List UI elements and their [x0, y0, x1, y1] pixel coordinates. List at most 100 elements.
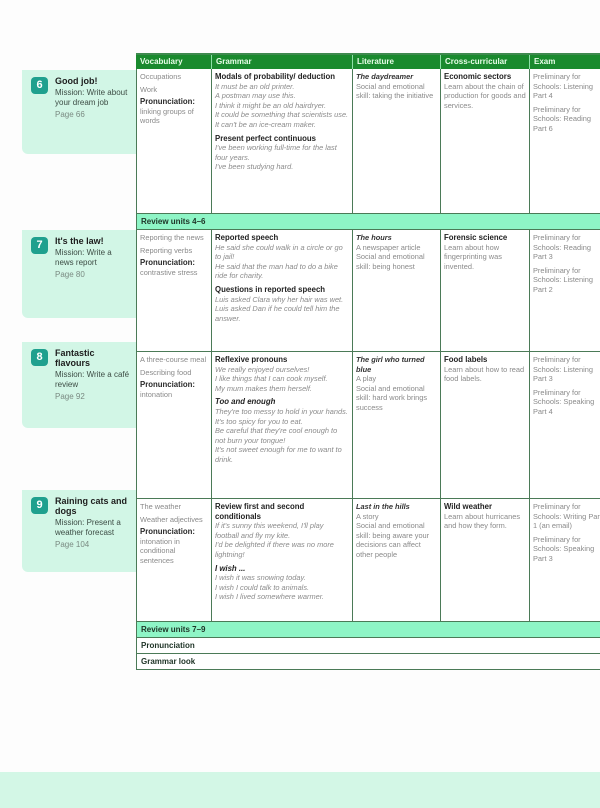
unit-card-6[interactable]: 6 Good job! Mission: Write about your drea…	[22, 70, 136, 154]
grammar-cell: Reported speech He said she could walk in…	[212, 230, 353, 351]
grammar-example: A postman may use this.	[215, 91, 296, 101]
exam-item: Preliminary for Schools: Speaking Part 3	[533, 534, 595, 563]
grammar-example: It's too spicy for you to eat.	[215, 416, 303, 426]
table-row-unit-9: The weather Weather adjectives Pronunciati…	[136, 499, 600, 622]
exam-item: Preliminary for Schools: Reading Part 6	[533, 104, 591, 133]
pronunciation-label: Pronunciation:	[140, 380, 196, 390]
literature-detail: Social and emotional skill: being honest	[356, 252, 425, 271]
literature-detail: Social and emotional skill: taking the i…	[356, 81, 434, 101]
grammar-topic: Reported speech	[215, 233, 279, 242]
grammar-topic: Modals of probability/ deduction	[215, 72, 335, 81]
review-units-4-6[interactable]: Review units 4–6	[136, 214, 600, 230]
pronunciation-section[interactable]: Pronunciation	[136, 638, 600, 654]
unit-mission: Mission: Write a café review	[55, 370, 130, 389]
review-units-7-9[interactable]: Review units 7–9	[136, 622, 600, 638]
unit-card-9[interactable]: 9 Raining cats and dogs Mission: Present a…	[22, 490, 136, 572]
grammar-look-section[interactable]: Grammar look	[136, 654, 600, 670]
grammar-example: Luis asked Clara why her hair was wet.	[215, 294, 344, 304]
unit-number-badge: 8	[31, 349, 48, 366]
grammar-example: It's not sweet enough for me to want to …	[215, 445, 342, 464]
literature-detail: Social and emotional skill: hard work br…	[356, 383, 428, 412]
exam-cell: Preliminary for Schools: Listening Part …	[530, 69, 600, 213]
grammar-topic: Too and enough	[215, 397, 276, 407]
table-header: Vocabulary Grammar Literature Cross-curr…	[136, 55, 600, 69]
table-row-unit-7: Reporting the news Reporting verbs Pronunc…	[136, 230, 600, 352]
grammar-example: It could be something that scientists us…	[215, 110, 349, 120]
vocabulary-item: Occupations	[140, 72, 182, 81]
grammar-cell: Modals of probability/ deduction It must …	[212, 69, 353, 213]
unit-number-badge: 9	[31, 497, 48, 514]
grammar-example: We really enjoyed ourselves!	[215, 364, 310, 374]
unit-mission: Mission: Write about your dream job	[55, 88, 128, 107]
unit-page[interactable]: Page 66	[55, 110, 85, 119]
cross-curricular-title: Forensic science	[444, 233, 508, 242]
cross-curricular-title: Wild weather	[444, 502, 493, 511]
unit-title: It's the law!	[55, 236, 104, 246]
cross-curricular-title: Food labels	[444, 355, 488, 364]
header-cross-curricular: Cross-curricular	[441, 55, 530, 69]
pronunciation-label: Pronunciation:	[140, 97, 196, 107]
exam-item: Preliminary for Schools: Listening Part …	[533, 355, 593, 384]
exam-cell: Preliminary for Schools: Writing Part 1 …	[530, 499, 600, 621]
header-literature: Literature	[353, 55, 441, 69]
literature-detail: A play	[356, 374, 377, 384]
literature-title: The girl who turned blue	[356, 355, 425, 374]
footer-band	[0, 772, 600, 808]
vocabulary-item: Weather adjectives	[140, 514, 203, 524]
grammar-topic: Review first and second conditionals	[215, 502, 305, 521]
grammar-example: I wish it was snowing today.	[215, 573, 306, 583]
grammar-example: I've been working full-time for the last…	[215, 143, 337, 162]
literature-title: The hours	[356, 233, 392, 242]
unit-page[interactable]: Page 80	[55, 270, 85, 279]
vocabulary-item: Work	[140, 84, 158, 94]
grammar-example: I like things that I can cook myself.	[215, 374, 328, 384]
contents-table: Vocabulary Grammar Literature Cross-curr…	[136, 53, 600, 670]
cross-curricular-cell: Economic sectors Learn about the chain of…	[441, 69, 530, 213]
vocabulary-cell: A three-course meal Describing food Pronun…	[136, 352, 212, 498]
header-vocabulary: Vocabulary	[136, 55, 212, 69]
vocabulary-item: Reporting verbs	[140, 245, 193, 255]
grammar-example: It can't be an ice-cream maker.	[215, 119, 316, 129]
unit-card-7[interactable]: 7 It's the law! Mission: Write a news repo…	[22, 230, 136, 318]
grammar-example: My mum makes them herself.	[215, 383, 312, 393]
unit-title: Fantastic flavours	[55, 348, 95, 368]
literature-cell: The hours A newspaper article Social and e…	[353, 230, 441, 351]
unit-title: Good job!	[55, 76, 98, 86]
exam-cell: Preliminary for Schools: Reading Part 3 P…	[530, 230, 600, 351]
unit-mission: Mission: Write a news report	[55, 248, 112, 267]
grammar-example: I've been studying hard.	[215, 162, 294, 172]
unit-mission: Mission: Present a weather forecast	[55, 518, 121, 537]
pronunciation-label: Pronunciation:	[140, 527, 196, 537]
grammar-example: He said that the man had to do a bike ri…	[215, 261, 338, 281]
vocabulary-item: The weather	[140, 502, 182, 511]
literature-title: The daydreamer	[356, 72, 414, 81]
grammar-topic: Present perfect continuous	[215, 133, 316, 143]
cross-curricular-text: Learn about how fingerprinting was inven…	[444, 242, 502, 271]
pronunciation-label: Pronunciation:	[140, 258, 196, 268]
cross-curricular-cell: Food labels Learn about how to read food …	[441, 352, 530, 498]
grammar-topic: I wish ...	[215, 563, 246, 573]
unit-card-8[interactable]: 8 Fantastic flavours Mission: Write a café…	[22, 342, 136, 428]
unit-page[interactable]: Page 92	[55, 392, 85, 401]
header-grammar: Grammar	[212, 55, 353, 69]
header-exam: Exam	[530, 55, 600, 69]
grammar-example: He said she could walk in a circle or go…	[215, 242, 343, 262]
exam-item: Preliminary for Schools: Reading Part 3	[533, 233, 591, 262]
vocabulary-cell: Occupations Work Pronunciation: linking gro…	[136, 69, 212, 213]
grammar-example: If it's sunny this weekend, I'll play fo…	[215, 521, 324, 540]
cross-curricular-title: Economic sectors	[444, 72, 512, 81]
exam-item: Preliminary for Schools: Listening Part …	[533, 265, 593, 294]
pronunciation-topic: intonation in conditional sentences	[140, 536, 180, 565]
table-row-unit-8: A three-course meal Describing food Pronun…	[136, 352, 600, 499]
grammar-example: I wish I could talk to animals.	[215, 582, 310, 592]
unit-page[interactable]: Page 104	[55, 540, 90, 549]
exam-item: Preliminary for Schools: Listening Part …	[533, 72, 593, 101]
literature-title: Last in the hills	[356, 502, 410, 511]
vocabulary-cell: Reporting the news Reporting verbs Pronunc…	[136, 230, 212, 351]
pronunciation-topic: contrastive stress	[140, 267, 198, 277]
grammar-cell: Review first and second conditionals If i…	[212, 499, 353, 621]
literature-cell: Last in the hills A story Social and emoti…	[353, 499, 441, 621]
vocabulary-item: Describing food	[140, 367, 192, 377]
unit-number-badge: 6	[31, 77, 48, 94]
cross-curricular-text: Learn about hurricanes and how they form…	[444, 511, 521, 531]
